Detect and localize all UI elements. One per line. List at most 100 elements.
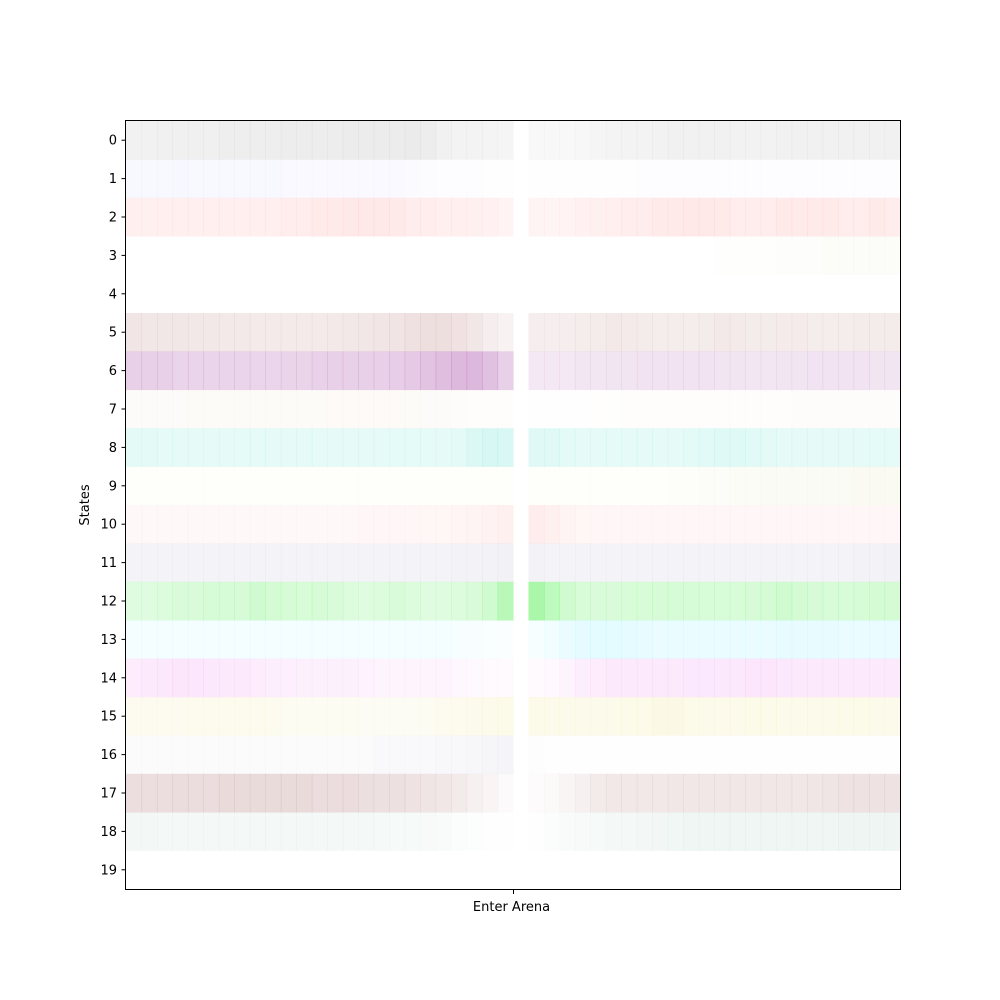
heatmap-cell [590,390,606,429]
heatmap-cell [249,351,266,391]
heatmap-cell [234,543,251,583]
heatmap-cell [311,121,328,160]
heatmap-cell [172,351,189,391]
heatmap-cell [745,581,762,621]
heatmap-cell [265,466,282,506]
heatmap-cell [745,428,762,467]
heatmap-cell [420,697,437,736]
heatmap-cell [126,773,143,813]
heatmap-cell [683,773,700,813]
heatmap-cell [760,773,777,813]
heatmap-cell [683,620,700,659]
heatmap-cell [203,505,220,544]
heatmap-cell [203,581,220,621]
heatmap-cell [249,543,266,583]
heatmap-cell [420,121,437,160]
heatmap-cell [853,236,870,275]
heatmap-cell [404,505,421,544]
heatmap-cell [559,121,576,160]
y-tick-label: 15 [100,710,117,725]
heatmap-cell [822,812,839,851]
heatmap-cell [605,428,622,467]
heatmap-cell [605,351,622,391]
heatmap-cell [590,466,607,506]
heatmap-cell [729,313,746,352]
heatmap-cell [528,735,545,775]
heatmap-cell [451,505,468,544]
heatmap-cell [636,428,653,467]
heatmap-cell [869,735,885,774]
heatmap-cell [838,428,855,467]
heatmap-cell [853,505,870,544]
heatmap-cell [373,159,390,199]
heatmap-cell [358,735,375,775]
heatmap-cell [575,735,591,774]
heatmap-cell [745,197,762,237]
heatmap-cell [574,313,591,352]
heatmap-cell [451,159,467,198]
heatmap-cell [435,428,452,467]
heatmap-cell [760,581,777,621]
heatmap-cell [807,466,824,506]
heatmap-cell [621,543,638,583]
heatmap-cell [745,620,762,659]
heatmap-cell [884,505,901,544]
heatmap-cell [543,812,561,851]
heatmap-cell [404,581,421,621]
heatmap-cell [807,581,824,621]
heatmap-cell [342,658,359,698]
heatmap-cell [451,812,468,851]
heatmap-cell [791,389,808,429]
heatmap-cell [714,697,731,736]
heatmap-cell [668,159,684,198]
heatmap-cell [528,428,545,467]
heatmap-cell [389,351,406,391]
heatmap-cell [822,773,839,813]
heatmap-cell [373,658,390,698]
heatmap-cell [156,735,174,775]
heatmap-cell [172,121,189,160]
heatmap-cell [296,313,313,352]
heatmap-cell [311,159,328,199]
heatmap-cell [358,773,375,813]
heatmap-cell [575,390,591,429]
heatmap-cell [404,697,421,736]
heatmap-cell [404,735,421,775]
heatmap-cell [760,351,777,391]
heatmap-cell [621,389,638,429]
heatmap-cell [451,735,468,775]
heatmap-cell [435,658,452,698]
heatmap-cell [420,159,437,199]
heatmap-cell [791,121,808,160]
heatmap-cell [141,389,158,429]
heatmap-cell [667,658,684,698]
heatmap-cell [621,428,638,467]
heatmap-cell [327,543,344,583]
heatmap-cell [265,543,282,583]
heatmap-cell [358,428,375,467]
heatmap-cell [698,121,715,160]
heatmap-cell [311,505,328,544]
heatmap-cell [668,735,684,774]
heatmap-cell [729,581,746,621]
heatmap-cell [667,121,684,160]
heatmap-cell [884,543,901,583]
heatmap-cell [745,466,762,506]
heatmap-cell [822,351,839,391]
heatmap-cell [389,121,406,160]
heatmap-cell [265,773,282,813]
heatmap-cell [126,658,143,698]
heatmap-cell [683,351,700,391]
heatmap-cell [311,773,328,813]
heatmap-cell [822,620,839,659]
heatmap-cell [714,505,731,544]
heatmap-cell [605,313,622,352]
heatmap-cell [838,236,855,275]
heatmap-cell [126,159,143,199]
heatmap-cell [342,389,359,429]
heatmap-cell [574,428,591,467]
heatmap-cell [714,812,731,851]
heatmap-cell [683,581,700,621]
heatmap-cell [451,581,468,621]
heatmap-cell [621,697,638,736]
